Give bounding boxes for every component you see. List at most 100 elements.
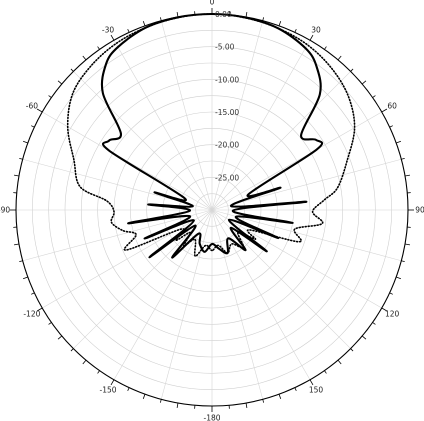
angle-tick [97, 370, 100, 374]
angle-tick [97, 46, 100, 50]
grid-spoke [22, 209, 213, 262]
angle-tick [159, 399, 162, 403]
angle-tick [176, 402, 179, 409]
angle-tick [48, 322, 52, 325]
angle-tick [401, 260, 405, 263]
angle-tick-label: -120 [23, 310, 40, 319]
angle-tick [127, 29, 130, 33]
radial-tick-label: -25.00 [215, 173, 239, 182]
angle-tick [142, 394, 146, 400]
angle-tick [278, 20, 282, 26]
angle-tick [381, 108, 388, 113]
angle-tick [404, 174, 411, 177]
angle-tick-label: 30 [311, 25, 321, 34]
grid-spoke [211, 209, 382, 309]
angle-tick-label: 150 [309, 386, 324, 395]
angle-tick [57, 80, 63, 85]
radial-tick-label: -10.00 [215, 75, 239, 84]
angle-tick [372, 95, 376, 98]
series-2-curve [66, 13, 356, 257]
angle-tick-label: -180 [203, 414, 220, 421]
grid-spoke [211, 209, 264, 400]
angle-tick [401, 157, 405, 160]
angle-tick [361, 335, 367, 340]
angle-tick [19, 260, 23, 263]
radial-tick-label: -20.00 [215, 141, 239, 150]
angle-tick [389, 125, 393, 128]
angle-tick-label: 120 [385, 310, 400, 319]
angle-tick-label: 90 [415, 206, 424, 215]
angle-tick [110, 379, 115, 386]
grid-spoke [113, 209, 213, 380]
angle-tick-label: -30 [102, 25, 114, 34]
grid-spoke [113, 40, 213, 211]
angle-tick [389, 292, 393, 295]
angle-tick-label: -60 [26, 102, 38, 111]
angle-tick-label: 0 [210, 0, 215, 7]
grid-spoke [211, 209, 402, 262]
angle-tick [36, 307, 43, 312]
polar-axis [10, 8, 414, 412]
angle-tick [110, 34, 115, 41]
angle-tick [361, 80, 367, 85]
angle-tick [350, 68, 354, 72]
angle-tick [22, 140, 28, 144]
radial-tick-label: -15.00 [215, 108, 239, 117]
grid-spoke [211, 209, 311, 380]
radial-tick-label: -5.00 [215, 43, 235, 52]
angle-tick [70, 68, 74, 72]
angle-tick [278, 394, 282, 400]
angle-tick-label: 60 [387, 102, 397, 111]
angle-tick [22, 276, 28, 280]
angle-tick [372, 322, 376, 325]
angle-tick [309, 379, 314, 386]
angle-tick-label: -90 [0, 206, 10, 215]
grid-spoke [211, 158, 402, 211]
angle-tick [396, 276, 402, 280]
angle-tick [245, 402, 248, 409]
angle-tick [70, 348, 74, 352]
angle-tick [31, 292, 35, 295]
angle-tick [13, 174, 20, 177]
angle-tick [142, 20, 146, 26]
angle-tick [262, 399, 265, 403]
grid-spoke [211, 71, 351, 211]
angle-tick [13, 243, 20, 246]
angle-tick [57, 335, 63, 340]
grid-spoke [211, 40, 311, 211]
angle-tick [176, 11, 179, 18]
grid-spoke [42, 209, 213, 309]
grid-spoke [211, 209, 351, 349]
angle-tick [294, 387, 297, 391]
angle-tick [404, 243, 411, 246]
grid-spoke [73, 209, 213, 349]
grid-spoke [211, 20, 264, 211]
angle-tick [294, 29, 297, 33]
angle-tick [36, 108, 43, 113]
angle-tick [350, 348, 354, 352]
angle-tick [324, 46, 327, 50]
angle-tick [31, 125, 35, 128]
angle-tick [381, 307, 388, 312]
angle-tick [127, 387, 130, 391]
series-layer [66, 12, 356, 259]
angle-tick [396, 140, 402, 144]
grid-spoke [160, 209, 213, 400]
angle-tick [82, 55, 87, 61]
angle-tick [19, 157, 23, 160]
polar-grid [16, 14, 408, 406]
angle-tick [337, 359, 342, 365]
angle-tick [159, 17, 162, 21]
grid-spoke [211, 111, 382, 211]
radial-tick-label: 0.00 [215, 10, 232, 19]
angle-tick [309, 34, 314, 41]
angle-tick [245, 11, 248, 18]
angle-tick [262, 17, 265, 21]
angle-tick [82, 359, 87, 365]
grid-spoke [42, 111, 213, 211]
grid-spoke [73, 71, 213, 211]
angle-tick [324, 370, 327, 374]
grid-spoke [160, 20, 213, 211]
